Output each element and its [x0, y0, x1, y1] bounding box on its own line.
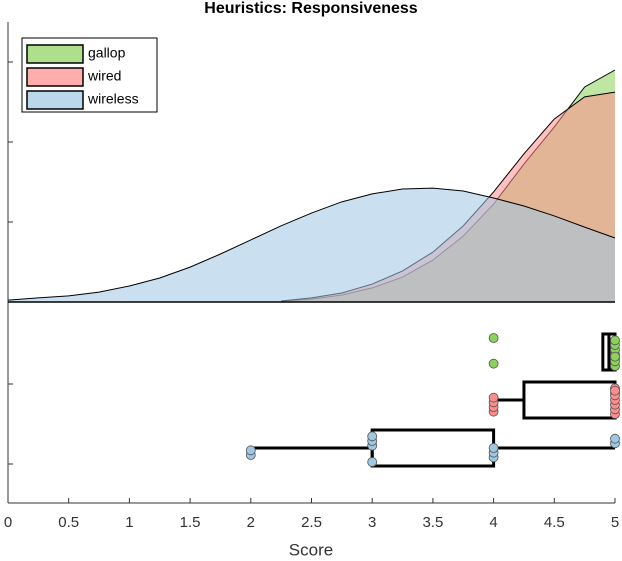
data-point — [367, 457, 378, 467]
data-point — [610, 385, 620, 396]
x-tick-label: 5 — [611, 514, 619, 531]
x-tick-label: 0 — [4, 514, 12, 531]
x-tick-label: 3.5 — [422, 514, 443, 531]
data-point — [488, 333, 499, 343]
chart-title: Heuristics: Responsiveness — [204, 0, 418, 17]
data-point — [610, 351, 620, 362]
x-tick-label: 3 — [368, 514, 376, 531]
x-axis-label: Score — [289, 540, 333, 559]
box — [370, 428, 496, 468]
data-point — [488, 392, 499, 403]
x-tick-label: 2.5 — [301, 514, 322, 531]
x-tick-label: 2 — [247, 514, 255, 531]
legend-label: wired — [87, 68, 121, 84]
x-tick-label: 0.5 — [58, 514, 79, 531]
density-line — [7, 187, 616, 301]
x-tick-label: 1.5 — [180, 514, 201, 531]
box — [522, 380, 617, 420]
x-tick-label: 1 — [125, 514, 133, 531]
data-point — [610, 433, 620, 444]
legend-swatch — [26, 90, 84, 110]
data-point — [610, 335, 620, 346]
x-tick-label: 4.5 — [544, 514, 565, 531]
data-point — [245, 445, 256, 456]
legend-label: gallop — [88, 45, 126, 61]
data-point — [488, 443, 499, 453]
legend-swatch — [26, 44, 84, 64]
density-area — [8, 188, 615, 302]
data-point — [488, 358, 499, 369]
data-point — [367, 431, 378, 442]
x-tick-label: 4 — [489, 514, 497, 531]
legend-swatch — [26, 67, 84, 87]
legend-label: wireless — [87, 91, 139, 107]
